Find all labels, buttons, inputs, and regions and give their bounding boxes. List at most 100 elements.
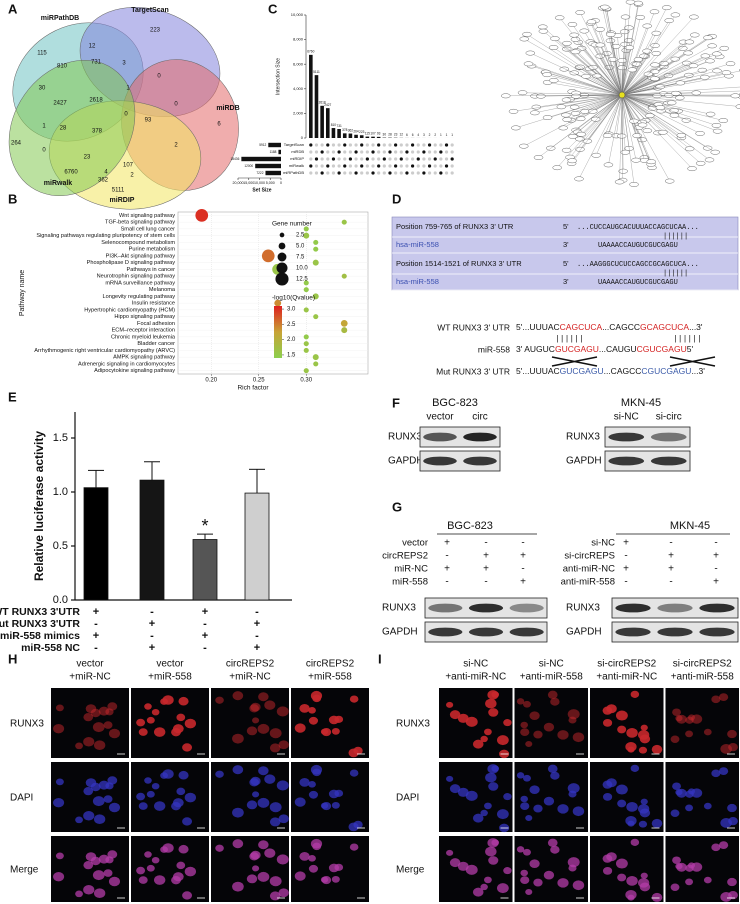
- value-label: 3: [423, 133, 425, 137]
- cell: [83, 861, 94, 870]
- network-edge: [621, 94, 643, 126]
- network-edge: [616, 94, 623, 136]
- network-edge: [574, 94, 623, 108]
- network-edge: [621, 41, 684, 96]
- cell: [257, 797, 270, 808]
- network-node: [595, 27, 605, 32]
- panel-label: C: [268, 1, 278, 16]
- matrix-dot: [360, 171, 364, 175]
- set-size-label: 1188: [270, 150, 277, 154]
- network-edge: [576, 92, 623, 96]
- matrix-dot: [360, 143, 364, 147]
- network-node: [642, 48, 652, 54]
- bar: [244, 492, 270, 601]
- sequence-segment: GCAGCUCA: [640, 322, 689, 332]
- value-label: 6760: [307, 50, 314, 54]
- matrix-dot: [450, 171, 454, 175]
- cell: [640, 872, 648, 879]
- cell: [627, 894, 635, 901]
- network-edge: [621, 17, 641, 96]
- legend-label: 12.5: [296, 277, 308, 283]
- x-axis-title: Rich factor: [237, 385, 269, 392]
- cell: [639, 808, 651, 818]
- network-edge: [579, 94, 623, 140]
- network-edge: [621, 94, 652, 162]
- network-node: [650, 43, 660, 48]
- network-node: [712, 68, 722, 74]
- network-node: [591, 152, 601, 158]
- cell: [252, 791, 260, 798]
- matrix-dot: [343, 171, 347, 175]
- network-node: [725, 61, 736, 67]
- mutation-cross: [551, 356, 598, 367]
- matrix-dot: [405, 143, 409, 147]
- cell: [718, 767, 729, 776]
- network-edge: [553, 47, 623, 96]
- matrix-dot: [377, 150, 381, 154]
- micrograph: [211, 836, 289, 902]
- cell: [108, 802, 121, 813]
- column-label: +anti-miR-NC: [596, 672, 657, 683]
- mirna-name: hsa-miR-558: [396, 277, 439, 286]
- blot-band: [509, 627, 544, 637]
- cell: [626, 727, 638, 738]
- condition-sign: +: [93, 606, 99, 618]
- cell: [520, 795, 529, 803]
- cell: [320, 802, 329, 809]
- mirna-seq: UAAAACCAUGUCGUCGAGU: [598, 279, 678, 287]
- matrix-dot: [365, 150, 369, 154]
- panel-label: D: [392, 191, 401, 206]
- network-edge: [621, 65, 694, 96]
- set-label: miRDB: [291, 149, 304, 154]
- dot: [313, 239, 319, 245]
- pairing: ||||||: [663, 233, 688, 241]
- venn-count: 2: [174, 143, 178, 149]
- venn-count: 28: [60, 126, 67, 132]
- sequence-segment: CGUCGAGU: [641, 366, 691, 376]
- network-edge: [505, 94, 623, 96]
- cell: [529, 859, 540, 869]
- matrix-dot: [388, 171, 392, 175]
- cell: [472, 887, 484, 897]
- network-node: [705, 111, 716, 117]
- utr-seq: ...CUCCAUGCACUUUACCAGCUCAA...: [577, 224, 699, 232]
- cell: [543, 722, 555, 732]
- cell: [626, 801, 638, 812]
- matrix-dot: [371, 164, 375, 168]
- cell: [105, 782, 114, 790]
- matrix-dot: [360, 157, 364, 161]
- condition-sign: -: [150, 630, 154, 642]
- cell: [108, 728, 121, 739]
- network-node: [684, 72, 694, 78]
- sequence-segment: CGUCGAGU: [637, 344, 687, 354]
- cell: [294, 797, 306, 807]
- network-node: [664, 178, 675, 184]
- network-node: [569, 32, 579, 38]
- network-node: [627, 67, 638, 73]
- matrix-dot: [309, 143, 313, 147]
- matrix-dot: [444, 143, 449, 147]
- cell: [572, 880, 585, 891]
- network-edge: [608, 94, 623, 165]
- legend-label: 5.0: [296, 244, 305, 250]
- utr-end: 5': [563, 222, 569, 231]
- network-edge: [528, 63, 623, 96]
- alignment-label: Mut RUNX3 3' UTR: [436, 366, 510, 376]
- y-tick-label: Wnt signaling pathway: [119, 213, 175, 219]
- network-edge: [572, 24, 623, 96]
- network-node: [687, 166, 697, 172]
- y-tick-label: Neurotrophin signaling pathway: [97, 274, 176, 280]
- condition-sign: +: [483, 551, 489, 562]
- matrix-dot: [416, 171, 420, 175]
- network-edge: [621, 94, 652, 165]
- y-axis-title: Intersection Size: [275, 58, 281, 95]
- column-label: si-NC: [463, 659, 488, 670]
- cell: [520, 869, 529, 877]
- sequence-segment: GUCGAGU: [555, 344, 599, 354]
- cell: [90, 856, 101, 866]
- condition-sign: -: [203, 642, 207, 654]
- network-node: [567, 158, 577, 164]
- cell: [232, 691, 244, 701]
- cell: [568, 790, 577, 798]
- cell: [516, 846, 525, 853]
